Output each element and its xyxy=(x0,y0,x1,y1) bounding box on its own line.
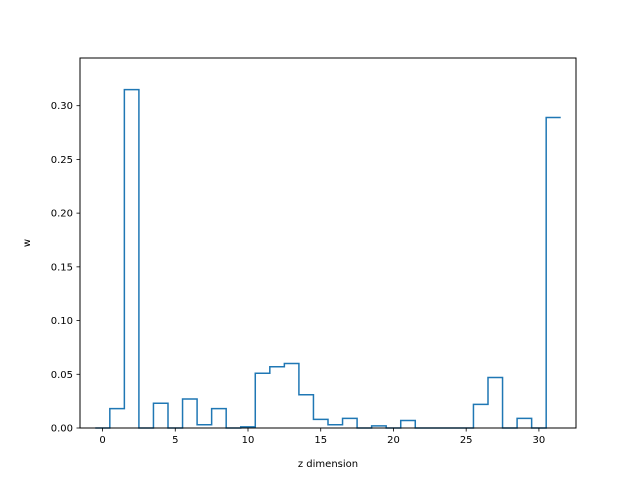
plot-background xyxy=(80,58,576,428)
y-tick-label: 0.20 xyxy=(51,209,73,220)
y-tick-label: 0.10 xyxy=(51,316,73,327)
x-tick-label: 30 xyxy=(533,435,546,446)
y-axis: 0.00 0.05 0.10 0.15 0.20 0.25 0.30 xyxy=(51,101,80,435)
y-tick-label: 0.30 xyxy=(51,101,73,112)
y-axis-label: w xyxy=(22,239,33,247)
y-tick-label: 0.05 xyxy=(51,370,73,381)
x-tick-label: 20 xyxy=(387,435,400,446)
x-tick-label: 25 xyxy=(460,435,473,446)
y-tick-label: 0.00 xyxy=(51,424,73,435)
x-tick-label: 15 xyxy=(314,435,327,446)
x-axis: 0 5 10 15 20 25 30 xyxy=(99,428,545,446)
x-tick-label: 0 xyxy=(99,435,105,446)
x-axis-label: z dimension xyxy=(298,459,358,470)
x-tick-label: 10 xyxy=(242,435,255,446)
x-tick-label: 5 xyxy=(172,435,178,446)
y-tick-label: 0.25 xyxy=(51,155,73,166)
y-tick-label: 0.15 xyxy=(51,262,73,273)
plot-frame xyxy=(79,57,577,429)
